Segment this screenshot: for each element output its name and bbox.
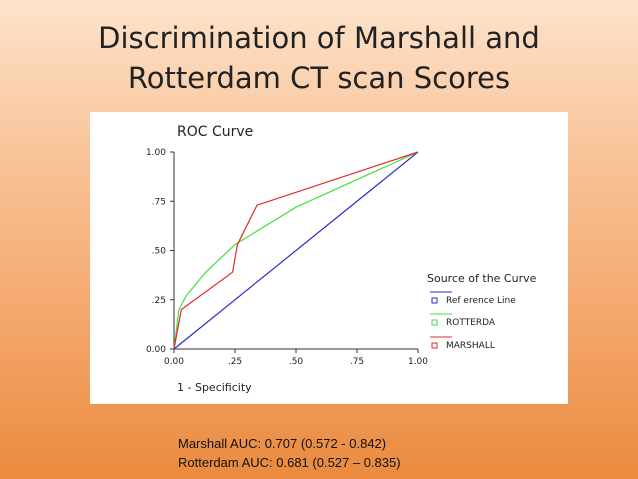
x-tick-label: 0.00 bbox=[164, 357, 184, 367]
x-tick-label: .50 bbox=[289, 357, 304, 367]
legend-marker-rotterda bbox=[431, 319, 438, 326]
x-tick-label: .75 bbox=[350, 357, 364, 367]
x-axis-label: 1 - Specificity bbox=[177, 381, 252, 394]
y-tick-label: .50 bbox=[152, 247, 167, 257]
y-tick-label: 1.00 bbox=[146, 148, 166, 158]
chart-axes: 0.00 .25 .50 .75 1.00 0.00 .25 .50 .75 1.00 bbox=[146, 148, 428, 367]
rotterdam-auc-note: Rotterdam AUC: 0.681 (0.527 – 0.835) bbox=[178, 455, 401, 470]
slide-title: Discrimination of Marshall and Rotterdam… bbox=[0, 18, 638, 98]
x-tick-label: 1.00 bbox=[408, 357, 428, 367]
legend-label-marshall: MARSHALL bbox=[446, 341, 495, 351]
y-tick-label: 0.00 bbox=[146, 345, 166, 355]
series-line-rotterda bbox=[173, 151, 419, 350]
chart-series-layer bbox=[173, 151, 419, 350]
marshall-auc-note: Marshall AUC: 0.707 (0.572 - 0.842) bbox=[178, 436, 387, 451]
legend-label-rotterda: ROTTERDA bbox=[446, 318, 496, 328]
y-tick-label: .25 bbox=[152, 296, 166, 306]
slide-title-line-1: Discrimination of Marshall and bbox=[98, 21, 540, 55]
series-line-marshall bbox=[173, 151, 419, 350]
y-tick-label: .75 bbox=[152, 197, 166, 207]
legend-title: Source of the Curve bbox=[427, 272, 537, 285]
x-tick-label: .25 bbox=[228, 357, 242, 367]
series-line-ref-erence-line bbox=[173, 151, 419, 350]
auc-notes: Marshall AUC: 0.707 (0.572 - 0.842) Rott… bbox=[178, 434, 401, 472]
chart-panel: ROC Curve 0.00 .25 .50 .75 1.00 0.00 .25 .50 .75… bbox=[90, 112, 568, 404]
slide-title-line-2: Rotterdam CT scan Scores bbox=[127, 61, 511, 95]
chart-title: ROC Curve bbox=[177, 124, 253, 140]
roc-chart: ROC Curve 0.00 .25 .50 .75 1.00 0.00 .25 .50 .75… bbox=[146, 124, 537, 394]
legend-marker-ref-erence-line bbox=[431, 297, 438, 304]
chart-legend: Source of the Curve Ref erence Line ROTTE… bbox=[427, 272, 537, 351]
legend-label-ref-erence-line: Ref erence Line bbox=[446, 296, 516, 306]
legend-marker-marshall bbox=[431, 342, 438, 349]
